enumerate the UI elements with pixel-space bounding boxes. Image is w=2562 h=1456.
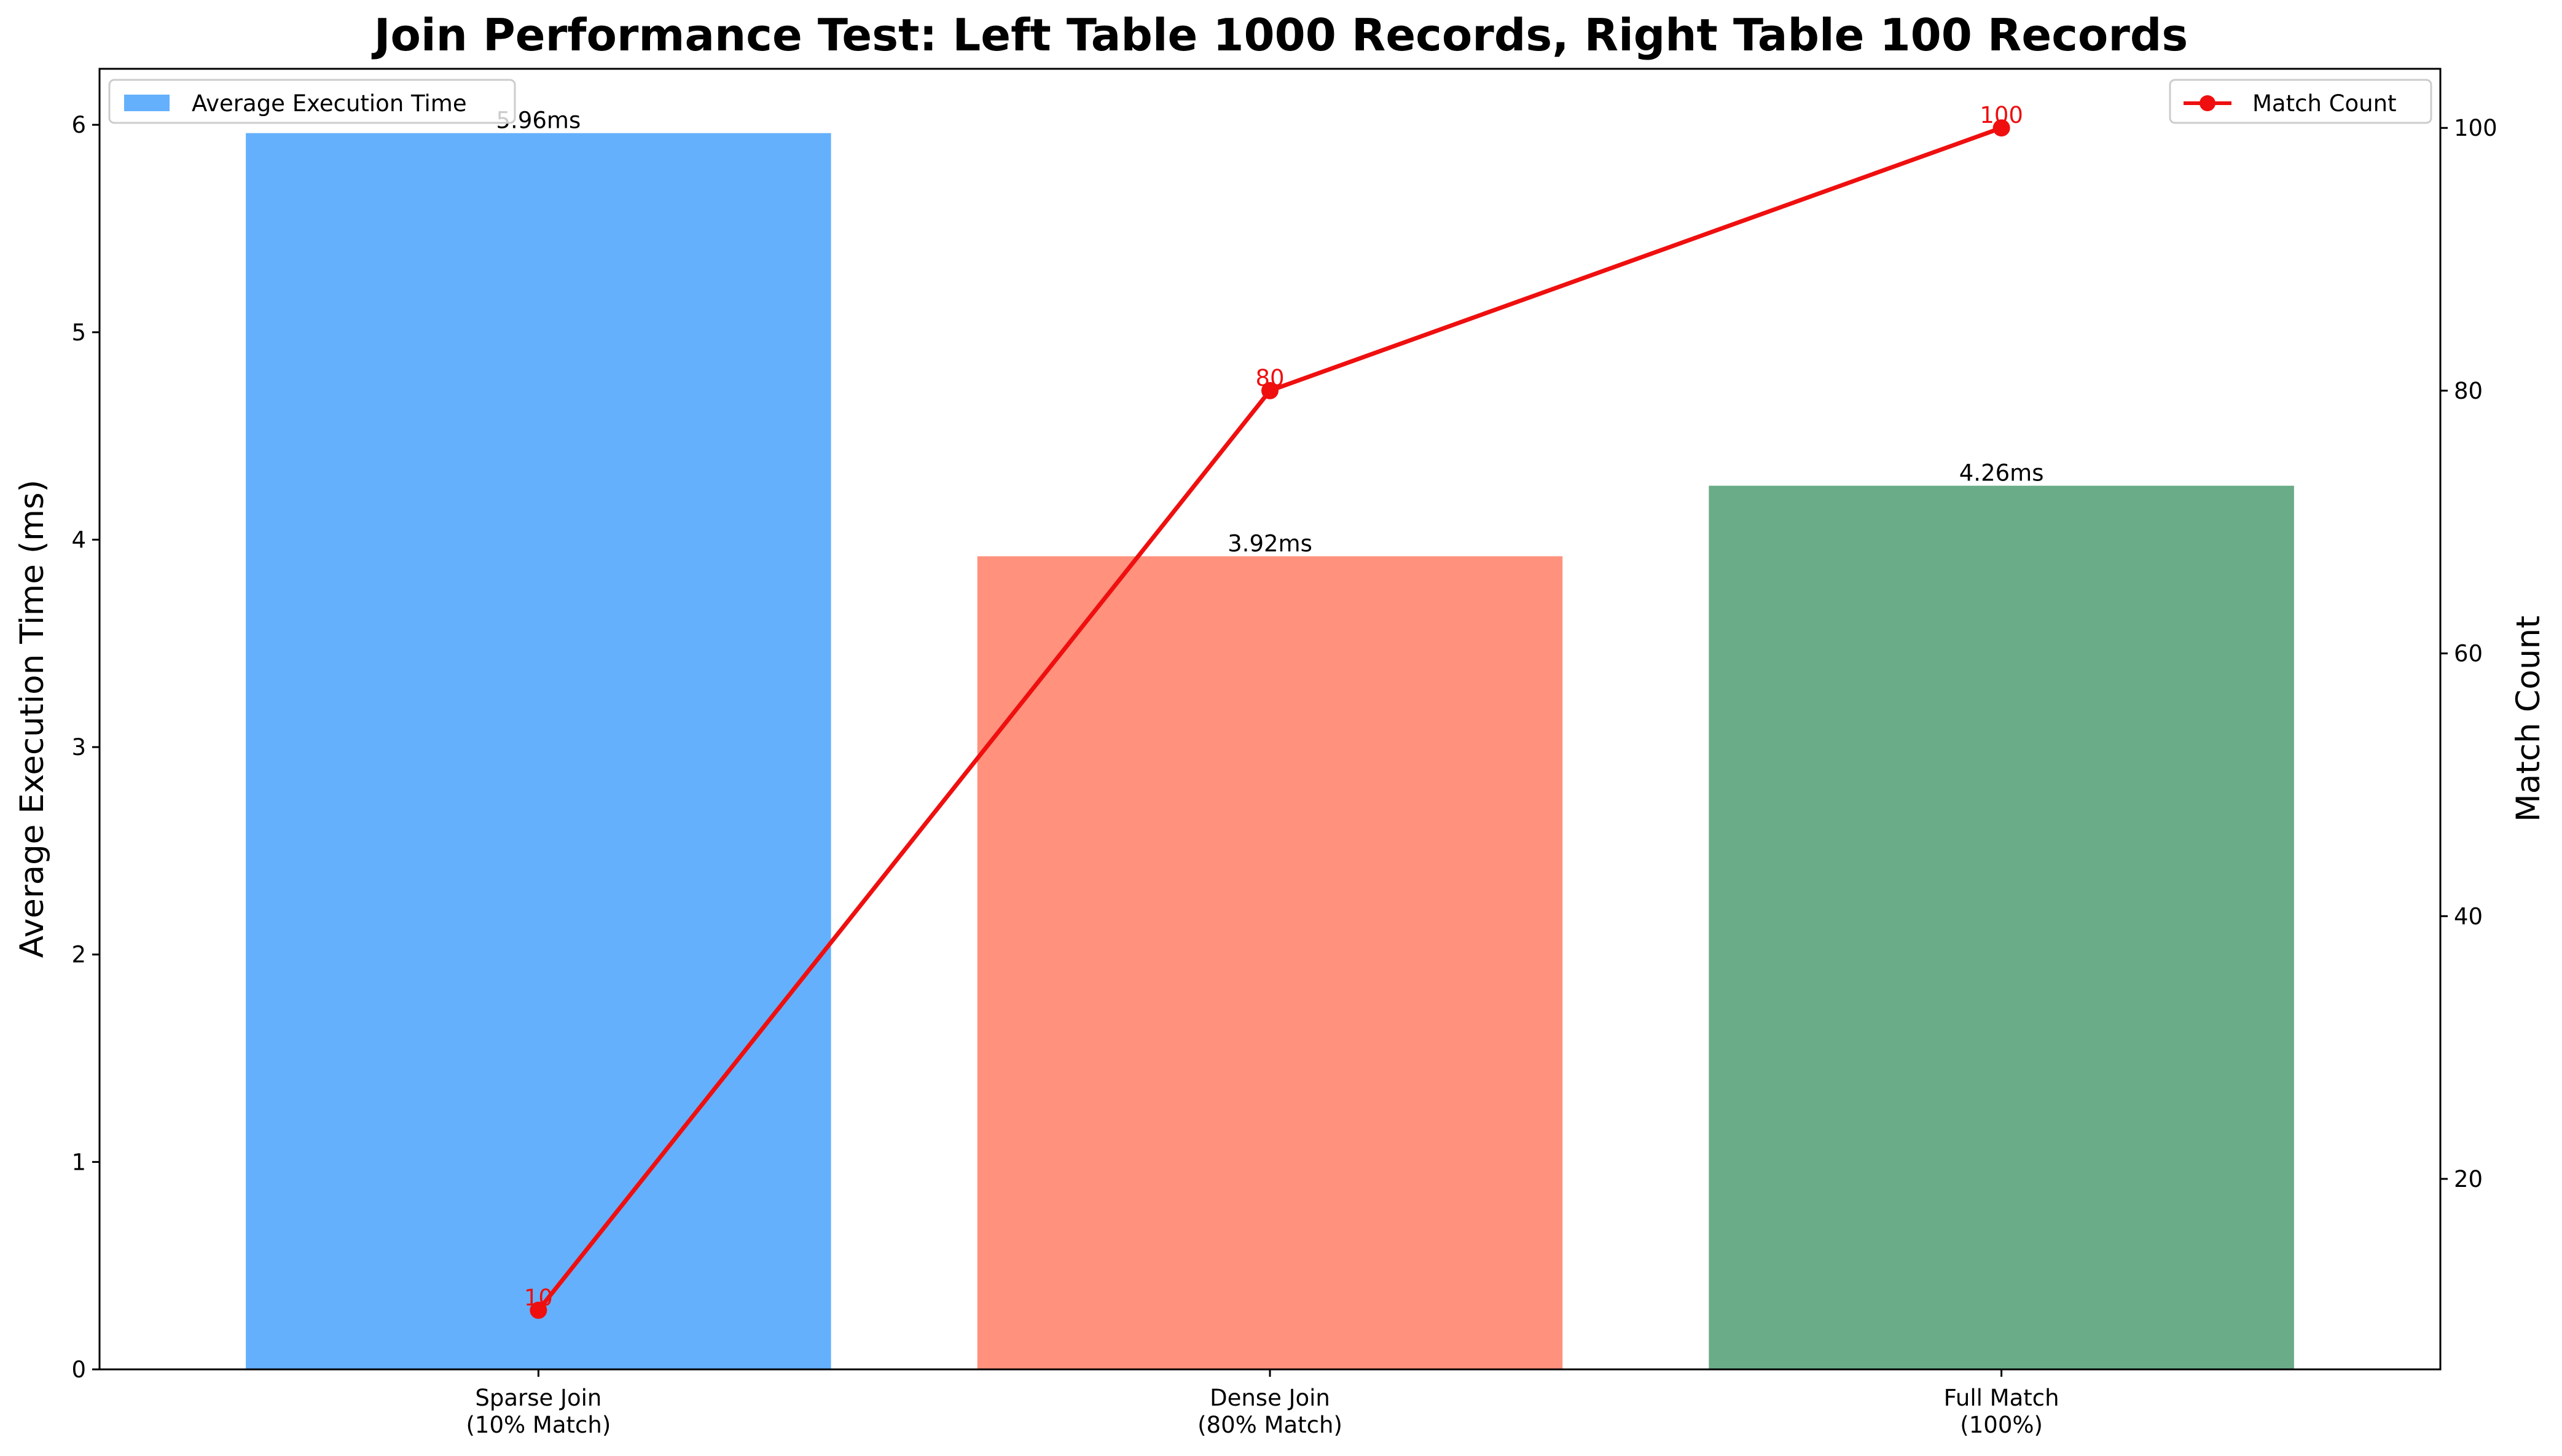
legend-line: Match Count xyxy=(2169,79,2432,124)
match-count-point xyxy=(1261,382,1279,399)
legend-line-frame xyxy=(2169,79,2432,124)
match-count-point xyxy=(1992,119,2010,137)
match-count-line xyxy=(530,119,2010,1319)
y-axis-left: 0 1 2 3 4 5 6 xyxy=(71,112,100,1383)
y2-axis-label: Match Count xyxy=(2510,616,2547,822)
legend-line-label: Match Count xyxy=(2252,90,2397,117)
y2-tick-label: 40 xyxy=(2454,903,2483,930)
y2-tick-label: 20 xyxy=(2454,1166,2483,1192)
x-tick-label: Dense Join (80% Match) xyxy=(1197,1385,1342,1438)
match-count-point xyxy=(530,1301,547,1319)
y2-tick-label: 100 xyxy=(2454,115,2497,141)
chart-title: Join Performance Test: Left Table 1000 R… xyxy=(371,9,2188,61)
y2-tick-label: 80 xyxy=(2454,378,2483,404)
x-tick-label-line: (100%) xyxy=(1960,1412,2043,1438)
x-tick-label-line: Full Match xyxy=(1944,1385,2059,1411)
x-tick-label-line: (80% Match) xyxy=(1197,1412,1342,1438)
bar-value-label: 4.26ms xyxy=(1959,460,2044,487)
match-count-value-label: 80 xyxy=(1255,365,1284,391)
legend-bar-swatch xyxy=(124,95,170,111)
match-count-value-label: 10 xyxy=(524,1285,553,1311)
y-tick-label: 4 xyxy=(71,526,86,553)
y-axis-right: 20 40 60 80 100 xyxy=(2440,115,2497,1192)
match-count-value-label: 100 xyxy=(1980,102,2023,128)
legend-line-marker xyxy=(2200,95,2215,111)
bar xyxy=(977,556,1563,1370)
x-tick-label: Sparse Join (10% Match) xyxy=(466,1385,611,1438)
y-tick-label: 5 xyxy=(71,319,86,346)
y-tick-label: 3 xyxy=(71,734,86,761)
y-tick-label: 1 xyxy=(71,1149,86,1175)
legend-bar-label: Average Execution Time xyxy=(192,90,467,117)
x-tick-label-line: (10% Match) xyxy=(466,1412,611,1438)
y-axis-label: Average Execution Time (ms) xyxy=(14,480,51,958)
x-tick-label-line: Sparse Join xyxy=(475,1385,601,1411)
x-tick-label-line: Dense Join xyxy=(1210,1385,1330,1411)
match-count-labels: 10 80 100 xyxy=(524,102,2023,1311)
y-tick-label: 2 xyxy=(71,942,86,968)
bar xyxy=(246,133,831,1370)
y2-tick-label: 60 xyxy=(2454,641,2483,667)
y-tick-label: 6 xyxy=(71,112,86,138)
x-axis: Sparse Join (10% Match) Dense Join (80% Mat… xyxy=(466,1369,2059,1438)
x-tick-label: Full Match (100%) xyxy=(1944,1385,2059,1438)
legend-bar-frame xyxy=(108,79,516,124)
bars xyxy=(246,133,2294,1370)
bar-value-label: 3.92ms xyxy=(1228,530,1312,557)
legend-bar: Average Execution Time xyxy=(108,79,516,124)
y-tick-label: 0 xyxy=(71,1356,86,1383)
bar xyxy=(1709,485,2294,1369)
